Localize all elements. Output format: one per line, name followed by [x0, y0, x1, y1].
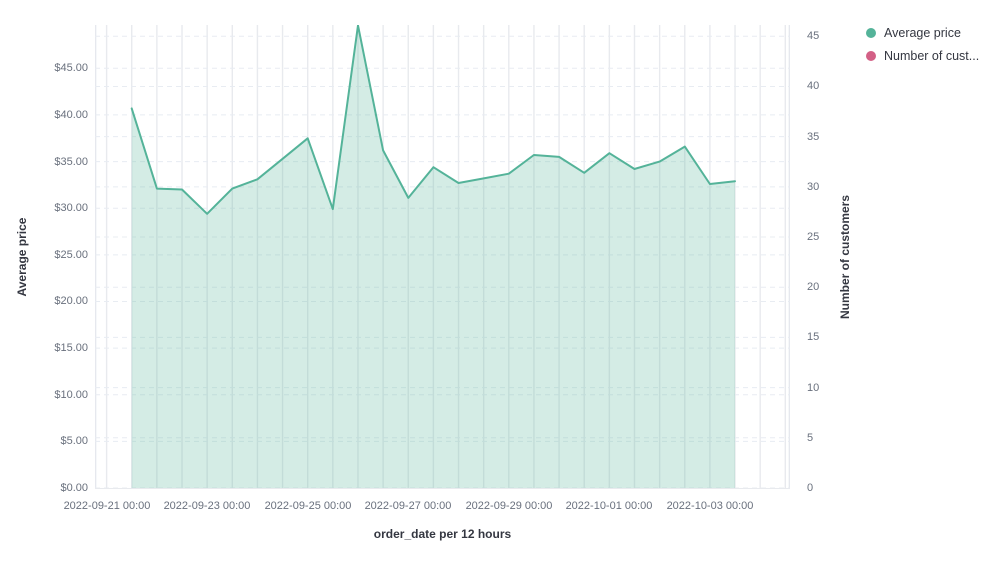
x-axis-tick-label: 2022-09-23 00:00 — [163, 500, 251, 512]
y-axis-left-tick-label: $0.00 — [60, 482, 88, 494]
y-axis-left-tick-label: $10.00 — [54, 389, 88, 401]
legend: Average price Number of cust... — [866, 21, 979, 67]
y-axis-left-tick-label: $45.00 — [54, 62, 88, 74]
y-axis-right-tick-label: 5 — [807, 432, 814, 444]
chart-canvas[interactable] — [95, 25, 790, 490]
y-axis-left-tick-label: $30.00 — [54, 202, 88, 214]
y-axis-right-tick-label: 20 — [807, 281, 820, 293]
legend-item-number-of-customers[interactable]: Number of cust... — [866, 44, 979, 67]
x-axis-title: order_date per 12 hours — [373, 527, 512, 541]
y-axis-right-tick-label: 0 — [807, 482, 814, 494]
x-axis-tick-label: 2022-10-03 00:00 — [666, 500, 754, 512]
y-axis-right-tick-label: 35 — [807, 131, 820, 143]
y-axis-left-tick-label: $25.00 — [54, 249, 88, 261]
y-axis-right-tick-label: 30 — [807, 181, 820, 193]
y-axis-right-tick-label: 15 — [807, 331, 820, 343]
x-axis-tick-label: 2022-09-25 00:00 — [264, 500, 352, 512]
x-axis-tick-label: 2022-09-21 00:00 — [63, 500, 151, 512]
average-price-series-dot-icon — [866, 27, 876, 38]
legend-item-label: Number of cust... — [884, 48, 980, 63]
plot-area[interactable] — [95, 25, 790, 490]
vertical-gridlines — [95, 25, 790, 488]
legend-item-average-price[interactable]: Average price — [866, 21, 979, 44]
horizontal-gridlines — [95, 35, 790, 489]
x-axis-tick-label: 2022-09-29 00:00 — [465, 500, 553, 512]
average-price-area-series — [130, 25, 736, 489]
x-axis-tick-label: 2022-10-01 00:00 — [565, 500, 653, 512]
y-axis-left-tick-label: $5.00 — [60, 435, 88, 447]
y-axis-left-title: Average price — [15, 217, 29, 297]
y-axis-left-tick-label: $40.00 — [54, 109, 88, 121]
y-axis-left-tick-label: $35.00 — [54, 156, 88, 168]
legend-item-label: Average price — [884, 25, 961, 40]
y-axis-left-tick-label: $20.00 — [54, 295, 88, 307]
y-axis-left-tick-label: $15.00 — [54, 342, 88, 354]
y-axis-right-tick-label: 10 — [807, 382, 820, 394]
y-axis-right-tick-label: 40 — [807, 80, 820, 92]
x-axis-tick-label: 2022-09-27 00:00 — [364, 500, 452, 512]
number-of-customers-series-dot-icon — [866, 50, 876, 61]
y-axis-right-tick-label: 45 — [807, 30, 820, 42]
y-axis-right-title: Number of customers — [838, 194, 852, 320]
y-axis-right-tick-label: 25 — [807, 231, 820, 243]
